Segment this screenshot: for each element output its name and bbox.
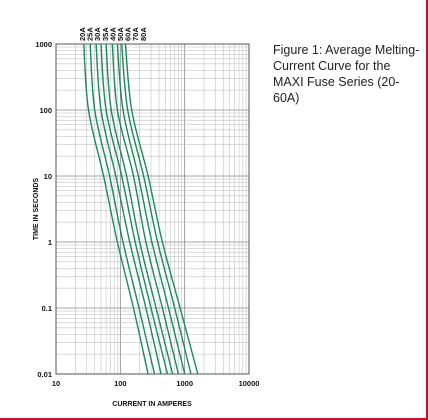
axis-ticks: 10 100 1000 10000 1000 100 10 1 0.1 0.01 <box>35 40 259 388</box>
curve-80a <box>124 43 199 375</box>
plot-border <box>55 43 250 375</box>
x-tick-label: 10 <box>52 379 60 388</box>
figure-caption: Figure 1: Average Melting-Current Curve … <box>273 43 420 105</box>
y-axis-label: TIME IN SECONDS <box>33 178 40 241</box>
series-label-30a: 30A <box>93 27 102 41</box>
y-tick-label: 1000 <box>35 40 52 49</box>
curve-30a <box>95 43 162 375</box>
series-label-60a: 60A <box>124 27 133 41</box>
curve-25a <box>89 43 156 375</box>
curve-50a <box>111 43 180 375</box>
x-tick-label: 100 <box>114 379 127 388</box>
series-label-20a: 20A <box>78 27 87 41</box>
y-tick-label: 100 <box>39 106 52 115</box>
curve-20a <box>83 43 149 375</box>
grid <box>55 44 249 375</box>
x-axis-label: CURRENT IN AMPERES <box>112 401 192 408</box>
series-label-35a: 35A <box>101 27 110 41</box>
series-label-80a: 80A <box>139 27 148 41</box>
y-tick-label: 10 <box>44 172 52 181</box>
series-label-70a: 70A <box>131 27 140 41</box>
x-tick-label: 10000 <box>239 379 260 388</box>
series-label-50a: 50A <box>116 27 125 41</box>
series-label-25a: 25A <box>86 27 95 41</box>
curve-40a <box>105 43 174 375</box>
x-tick-label: 1000 <box>176 379 193 388</box>
series-label-40a: 40A <box>108 27 117 41</box>
y-tick-label: 0.01 <box>37 370 52 379</box>
y-tick-label: 1 <box>48 238 52 247</box>
curve-60a <box>116 43 186 375</box>
curve-70a <box>121 43 192 375</box>
curve-35a <box>100 43 169 375</box>
curves <box>83 43 199 375</box>
y-tick-label: 0.1 <box>42 304 52 313</box>
